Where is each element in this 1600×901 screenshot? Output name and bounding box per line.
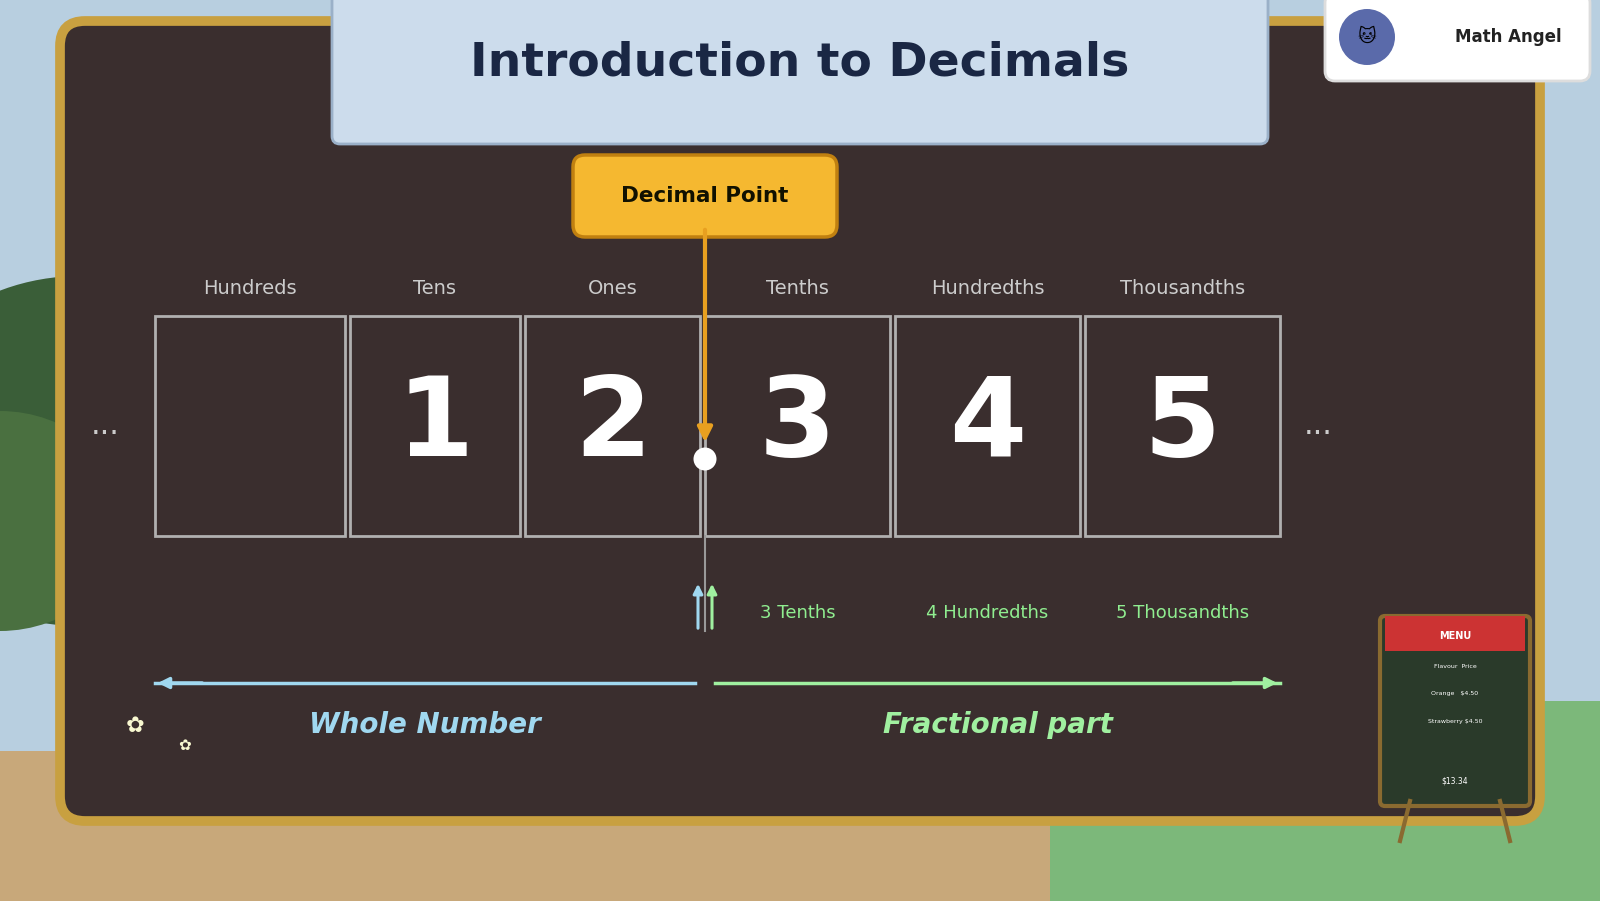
Text: 3 Tenths: 3 Tenths bbox=[760, 604, 835, 622]
Text: 🐱: 🐱 bbox=[1358, 28, 1376, 46]
FancyBboxPatch shape bbox=[1085, 316, 1280, 536]
FancyBboxPatch shape bbox=[155, 316, 346, 536]
Text: 5 Thousandths: 5 Thousandths bbox=[1115, 604, 1250, 622]
Text: Decimal Point: Decimal Point bbox=[621, 186, 789, 206]
FancyBboxPatch shape bbox=[894, 316, 1080, 536]
Text: $13.34: $13.34 bbox=[1442, 777, 1469, 786]
Text: Flavour  Price: Flavour Price bbox=[1434, 663, 1477, 669]
Text: Orange   $4.50: Orange $4.50 bbox=[1432, 691, 1478, 696]
Text: Ones: Ones bbox=[587, 278, 637, 297]
Text: 5: 5 bbox=[1144, 372, 1221, 479]
Text: Strawberry $4.50: Strawberry $4.50 bbox=[1427, 720, 1482, 724]
Text: Whole Number: Whole Number bbox=[309, 711, 541, 739]
Text: 2: 2 bbox=[574, 372, 651, 479]
Text: MENU: MENU bbox=[1438, 631, 1470, 641]
FancyBboxPatch shape bbox=[573, 155, 837, 237]
Bar bbox=[1050, 701, 1600, 901]
Text: 4 Hundredths: 4 Hundredths bbox=[926, 604, 1048, 622]
Text: ✿: ✿ bbox=[179, 739, 192, 753]
Circle shape bbox=[1339, 9, 1395, 65]
Text: ...: ... bbox=[1304, 412, 1333, 441]
FancyBboxPatch shape bbox=[1379, 616, 1530, 806]
Text: 4: 4 bbox=[949, 372, 1026, 479]
Text: Math Angel: Math Angel bbox=[1454, 28, 1562, 46]
FancyBboxPatch shape bbox=[61, 21, 1539, 821]
Text: 1: 1 bbox=[397, 372, 474, 479]
Text: ✿: ✿ bbox=[126, 716, 144, 736]
Ellipse shape bbox=[0, 276, 280, 626]
Text: Fractional part: Fractional part bbox=[883, 711, 1112, 739]
Circle shape bbox=[693, 448, 717, 470]
Text: Hundredths: Hundredths bbox=[931, 278, 1045, 297]
Text: Tens: Tens bbox=[413, 278, 456, 297]
Ellipse shape bbox=[0, 411, 125, 631]
Text: 3: 3 bbox=[758, 372, 837, 479]
FancyBboxPatch shape bbox=[350, 316, 520, 536]
Text: Thousandths: Thousandths bbox=[1120, 278, 1245, 297]
Text: Hundreds: Hundreds bbox=[203, 278, 298, 297]
Bar bbox=[0, 751, 1600, 901]
FancyBboxPatch shape bbox=[706, 316, 890, 536]
Bar bbox=[1386, 616, 1525, 651]
Text: Introduction to Decimals: Introduction to Decimals bbox=[470, 41, 1130, 86]
FancyBboxPatch shape bbox=[525, 316, 701, 536]
Text: Tenths: Tenths bbox=[766, 278, 829, 297]
FancyBboxPatch shape bbox=[1325, 0, 1590, 81]
Text: ...: ... bbox=[91, 412, 120, 441]
FancyBboxPatch shape bbox=[333, 0, 1267, 144]
